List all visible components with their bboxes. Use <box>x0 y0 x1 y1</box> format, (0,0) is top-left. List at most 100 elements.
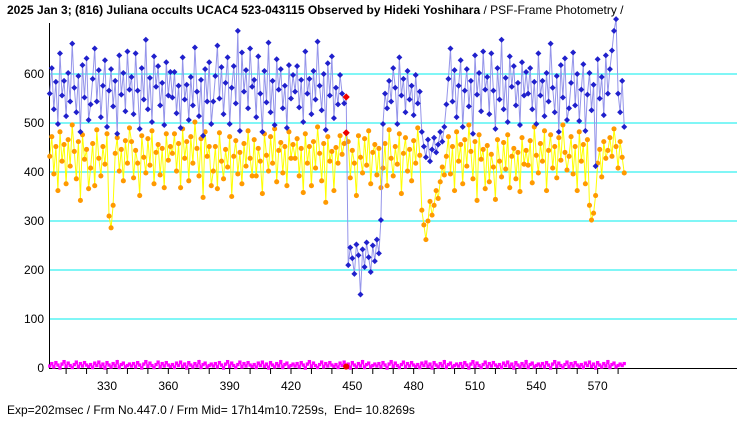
blue-target-intensity-point <box>271 121 278 128</box>
orange-comparison-intensity-point <box>562 149 568 155</box>
orange-comparison-intensity-point <box>509 153 515 159</box>
magenta-background-level-point <box>557 361 561 365</box>
blue-target-intensity-point <box>337 71 344 78</box>
orange-comparison-intensity-point <box>333 144 339 151</box>
orange-comparison-intensity-point <box>351 160 357 166</box>
orange-comparison-intensity-point <box>591 210 597 216</box>
magenta-background-level-point <box>491 360 496 365</box>
blue-target-intensity-point <box>249 83 256 90</box>
orange-comparison-intensity-point <box>325 134 331 140</box>
orange-comparison-intensity-point <box>116 168 122 174</box>
blue-target-intensity-point <box>377 217 384 224</box>
magenta-background-level-point <box>95 363 99 368</box>
magenta-background-level-point <box>166 363 170 367</box>
magenta-background-level-point <box>82 360 87 365</box>
magenta-background-level-point <box>608 365 612 370</box>
blue-target-intensity-point <box>410 112 417 119</box>
magenta-background-level-point <box>223 362 228 366</box>
magenta-background-level-point <box>205 365 209 369</box>
orange-comparison-intensity-point <box>84 146 90 153</box>
blue-target-intensity-point <box>351 270 358 277</box>
y-tick-label: 600 <box>24 67 44 81</box>
magenta-background-level-point <box>219 363 224 367</box>
orange-comparison-intensity-point <box>394 161 400 167</box>
magenta-background-level-point <box>162 364 166 368</box>
blue-target-intensity-point <box>265 39 272 46</box>
blue-target-intensity-point <box>427 158 434 165</box>
blue-target-intensity-point <box>345 262 352 269</box>
blue-target-intensity-point <box>155 63 162 70</box>
magenta-background-level-point <box>236 362 240 367</box>
magenta-background-level-point <box>581 365 585 370</box>
orange-comparison-intensity-point <box>433 188 439 194</box>
orange-comparison-intensity-point <box>529 180 535 186</box>
blue-target-intensity-point <box>114 130 121 137</box>
orange-comparison-intensity-point <box>302 131 308 137</box>
orange-comparison-intensity-point <box>462 137 468 143</box>
magenta-background-level-point <box>407 364 412 368</box>
blue-target-intensity-point <box>71 84 78 91</box>
orange-comparison-intensity-point <box>402 135 409 141</box>
blue-target-intensity-point <box>167 69 174 76</box>
orange-comparison-intensity-point <box>464 163 470 169</box>
magenta-background-level-point <box>422 363 426 368</box>
blue-target-intensity-point <box>128 73 135 80</box>
magenta-background-level-point <box>88 362 93 367</box>
orange-comparison-intensity-point <box>141 154 147 160</box>
orange-comparison-intensity-point <box>96 155 102 161</box>
magenta-background-level-point <box>307 359 312 364</box>
blue-target-intensity-point <box>118 91 125 98</box>
magenta-background-level-point <box>567 365 571 369</box>
orange-comparison-intensity-point <box>47 153 53 159</box>
blue-target-intensity-point <box>439 138 446 145</box>
blue-target-intensity-point <box>208 120 215 127</box>
orange-comparison-intensity-point <box>206 143 212 150</box>
orange-comparison-intensity-point <box>94 127 100 133</box>
orange-comparison-intensity-point <box>90 141 96 147</box>
magenta-background-level-point <box>495 364 500 369</box>
orange-comparison-intensity-point <box>384 183 390 189</box>
magenta-background-level-point <box>197 359 201 364</box>
magenta-background-level-point <box>70 365 74 370</box>
blue-target-intensity-point <box>294 63 301 70</box>
blue-target-intensity-point <box>398 92 405 99</box>
blue-target-intensity-point <box>541 113 548 120</box>
blue-target-intensity-point <box>563 117 570 124</box>
blue-target-intensity-point <box>165 92 172 99</box>
orange-comparison-intensity-point <box>263 152 270 158</box>
blue-target-intensity-point <box>312 96 319 103</box>
orange-comparison-intensity-point <box>370 149 376 155</box>
magenta-background-level-point <box>334 362 338 367</box>
orange-comparison-intensity-point <box>570 171 576 177</box>
magenta-background-level-point <box>279 359 283 364</box>
blue-target-intensity-point <box>355 252 362 259</box>
blue-target-intensity-point <box>335 101 342 108</box>
blue-target-intensity-point <box>148 119 155 126</box>
blue-target-intensity-point <box>140 96 147 103</box>
blue-target-intensity-point <box>504 119 511 126</box>
orange-comparison-intensity-point <box>423 237 429 243</box>
magenta-background-level-point <box>481 362 485 367</box>
orange-comparison-intensity-point <box>77 197 83 203</box>
blue-target-intensity-point <box>408 82 415 89</box>
blue-target-intensity-point <box>232 100 239 107</box>
magenta-background-level-point <box>514 360 518 365</box>
orange-comparison-intensity-point <box>245 128 251 134</box>
orange-comparison-intensity-point <box>621 170 627 176</box>
magenta-background-level-point <box>285 361 289 365</box>
orange-comparison-intensity-point <box>513 176 519 182</box>
orange-comparison-intensity-point <box>204 153 210 159</box>
blue-target-intensity-point <box>537 92 544 99</box>
orange-comparison-intensity-point <box>133 147 139 153</box>
x-tick-label: 450 <box>342 379 362 393</box>
magenta-background-level-point <box>424 360 428 364</box>
magenta-background-level-point <box>379 365 383 369</box>
blue-target-intensity-point <box>457 57 464 64</box>
magenta-background-level-point <box>193 361 197 366</box>
magenta-background-level-point <box>510 362 514 366</box>
blue-target-intensity-point <box>243 67 250 74</box>
magenta-background-level-point <box>217 360 222 365</box>
magenta-background-level-point <box>76 365 81 369</box>
magenta-background-level-point <box>86 364 91 369</box>
blue-target-intensity-point <box>322 126 329 133</box>
